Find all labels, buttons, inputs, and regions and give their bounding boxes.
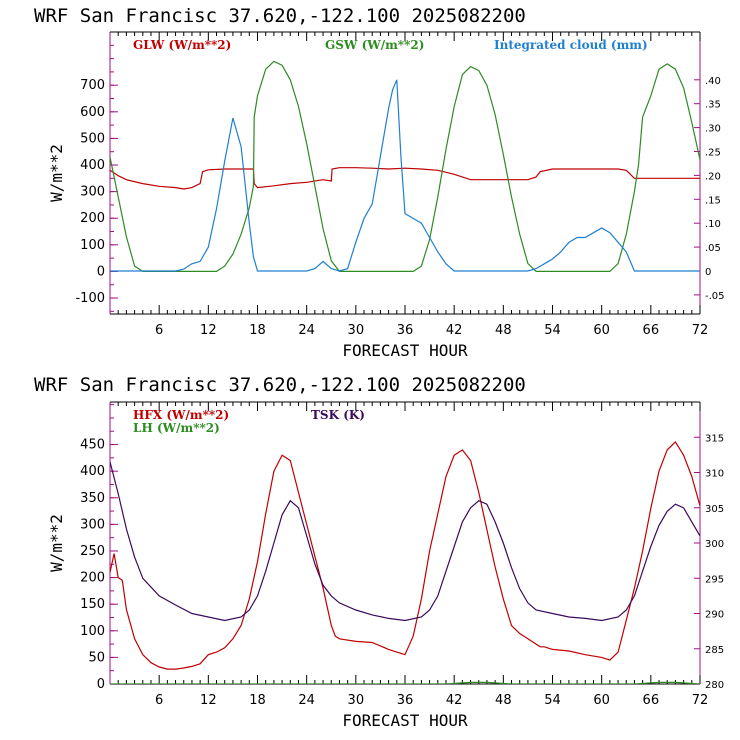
- y2-tick-label: .40: [705, 76, 721, 87]
- y2-tick-label: .35: [705, 100, 721, 111]
- y-tick-label: 0: [97, 677, 105, 692]
- y-tick-label: 50: [88, 650, 105, 665]
- y2-tick-label: .20: [705, 171, 721, 182]
- x-tick-label: 48: [495, 693, 512, 708]
- y-tick-label: 600: [80, 105, 105, 120]
- legend-entry: GLW (W/m**2): [133, 38, 231, 52]
- y2-tick-label: 280: [705, 680, 724, 691]
- y-tick-label: 400: [80, 158, 105, 173]
- y-tick-label: 100: [80, 624, 105, 639]
- y2-tick-label: 285: [705, 645, 724, 656]
- y2-tick-label: 0: [705, 267, 711, 278]
- y2-tick-label: .10: [705, 219, 721, 230]
- y-axis-label: W/m**2: [47, 144, 66, 202]
- legend-entry: HFX (W/m**2): [133, 408, 229, 422]
- y2-tick-label: 290: [705, 610, 724, 621]
- y2-tick-label: 315: [705, 433, 724, 444]
- x-axis-label: FORECAST HOUR: [342, 711, 468, 730]
- y-tick-label: 350: [80, 491, 105, 506]
- x-tick-label: 36: [397, 323, 414, 338]
- x-tick-label: 54: [544, 323, 561, 338]
- legend-entry: GSW (W/m**2): [325, 38, 424, 52]
- legend-entry: Integrated cloud (mm): [494, 38, 648, 52]
- series-line-3: [110, 461, 700, 622]
- y-tick-label: 450: [80, 438, 105, 453]
- y-tick-label: 200: [80, 211, 105, 226]
- x-tick-label: 42: [446, 693, 463, 708]
- chart-title: WRF San Francisc 37.620,-122.100 2025082…: [34, 374, 526, 396]
- series-line-2: [110, 60, 700, 272]
- x-tick-label: 48: [495, 323, 512, 338]
- y2-tick-label: 295: [705, 574, 724, 585]
- chart-title: WRF San Francisc 37.620,-122.100 2025082…: [34, 5, 526, 27]
- y-tick-label: -100: [75, 291, 105, 306]
- x-tick-label: 24: [298, 693, 315, 708]
- y-tick-label: 150: [80, 597, 105, 612]
- panel-2: WRF San Francisc 37.620,-122.100 2025082…: [34, 374, 724, 730]
- panel-1: WRF San Francisc 37.620,-122.100 2025082…: [34, 5, 725, 360]
- y2-tick-label: .15: [705, 195, 721, 206]
- x-tick-label: 12: [200, 323, 217, 338]
- x-tick-label: 12: [200, 693, 217, 708]
- x-tick-label: 72: [692, 693, 709, 708]
- x-tick-label: 30: [348, 323, 365, 338]
- x-axis-label: FORECAST HOUR: [342, 341, 468, 360]
- y-tick-label: 250: [80, 544, 105, 559]
- y2-tick-label: 310: [705, 469, 724, 480]
- x-tick-label: 30: [348, 693, 365, 708]
- y-tick-label: 300: [80, 185, 105, 200]
- y-tick-label: 500: [80, 131, 105, 146]
- y2-tick-label: .30: [705, 124, 721, 135]
- y2-tick-label: 300: [705, 539, 724, 550]
- x-tick-label: 54: [544, 693, 561, 708]
- x-tick-label: 60: [593, 323, 610, 338]
- series-line-1: [110, 440, 700, 670]
- series-line-2: [110, 681, 700, 684]
- y-tick-label: 0: [97, 264, 105, 279]
- series-line-1: [110, 167, 700, 190]
- x-tick-label: 18: [249, 323, 266, 338]
- x-tick-label: 6: [155, 693, 163, 708]
- legend-entry: LH (W/m**2): [133, 421, 220, 435]
- x-tick-label: 72: [692, 323, 709, 338]
- y-tick-label: 400: [80, 464, 105, 479]
- y-tick-label: 100: [80, 238, 105, 253]
- y-axis-label: W/m**2: [47, 514, 66, 572]
- y-tick-label: 300: [80, 517, 105, 532]
- y2-tick-label: 305: [705, 504, 724, 515]
- x-tick-label: 18: [249, 693, 266, 708]
- x-tick-label: 36: [397, 693, 414, 708]
- legend-entry: TSK (K): [311, 408, 365, 422]
- x-tick-label: 66: [643, 323, 660, 338]
- y-tick-label: 200: [80, 571, 105, 586]
- y2-tick-label: .05: [705, 243, 721, 254]
- x-tick-label: 60: [593, 693, 610, 708]
- x-tick-label: 66: [643, 693, 660, 708]
- x-tick-label: 6: [155, 323, 163, 338]
- y2-tick-label: .25: [705, 147, 721, 158]
- y2-tick-label: -.05: [705, 291, 725, 302]
- series-line-3: [110, 79, 700, 272]
- x-tick-label: 24: [298, 323, 315, 338]
- x-tick-label: 42: [446, 323, 463, 338]
- y-tick-label: 700: [80, 78, 105, 93]
